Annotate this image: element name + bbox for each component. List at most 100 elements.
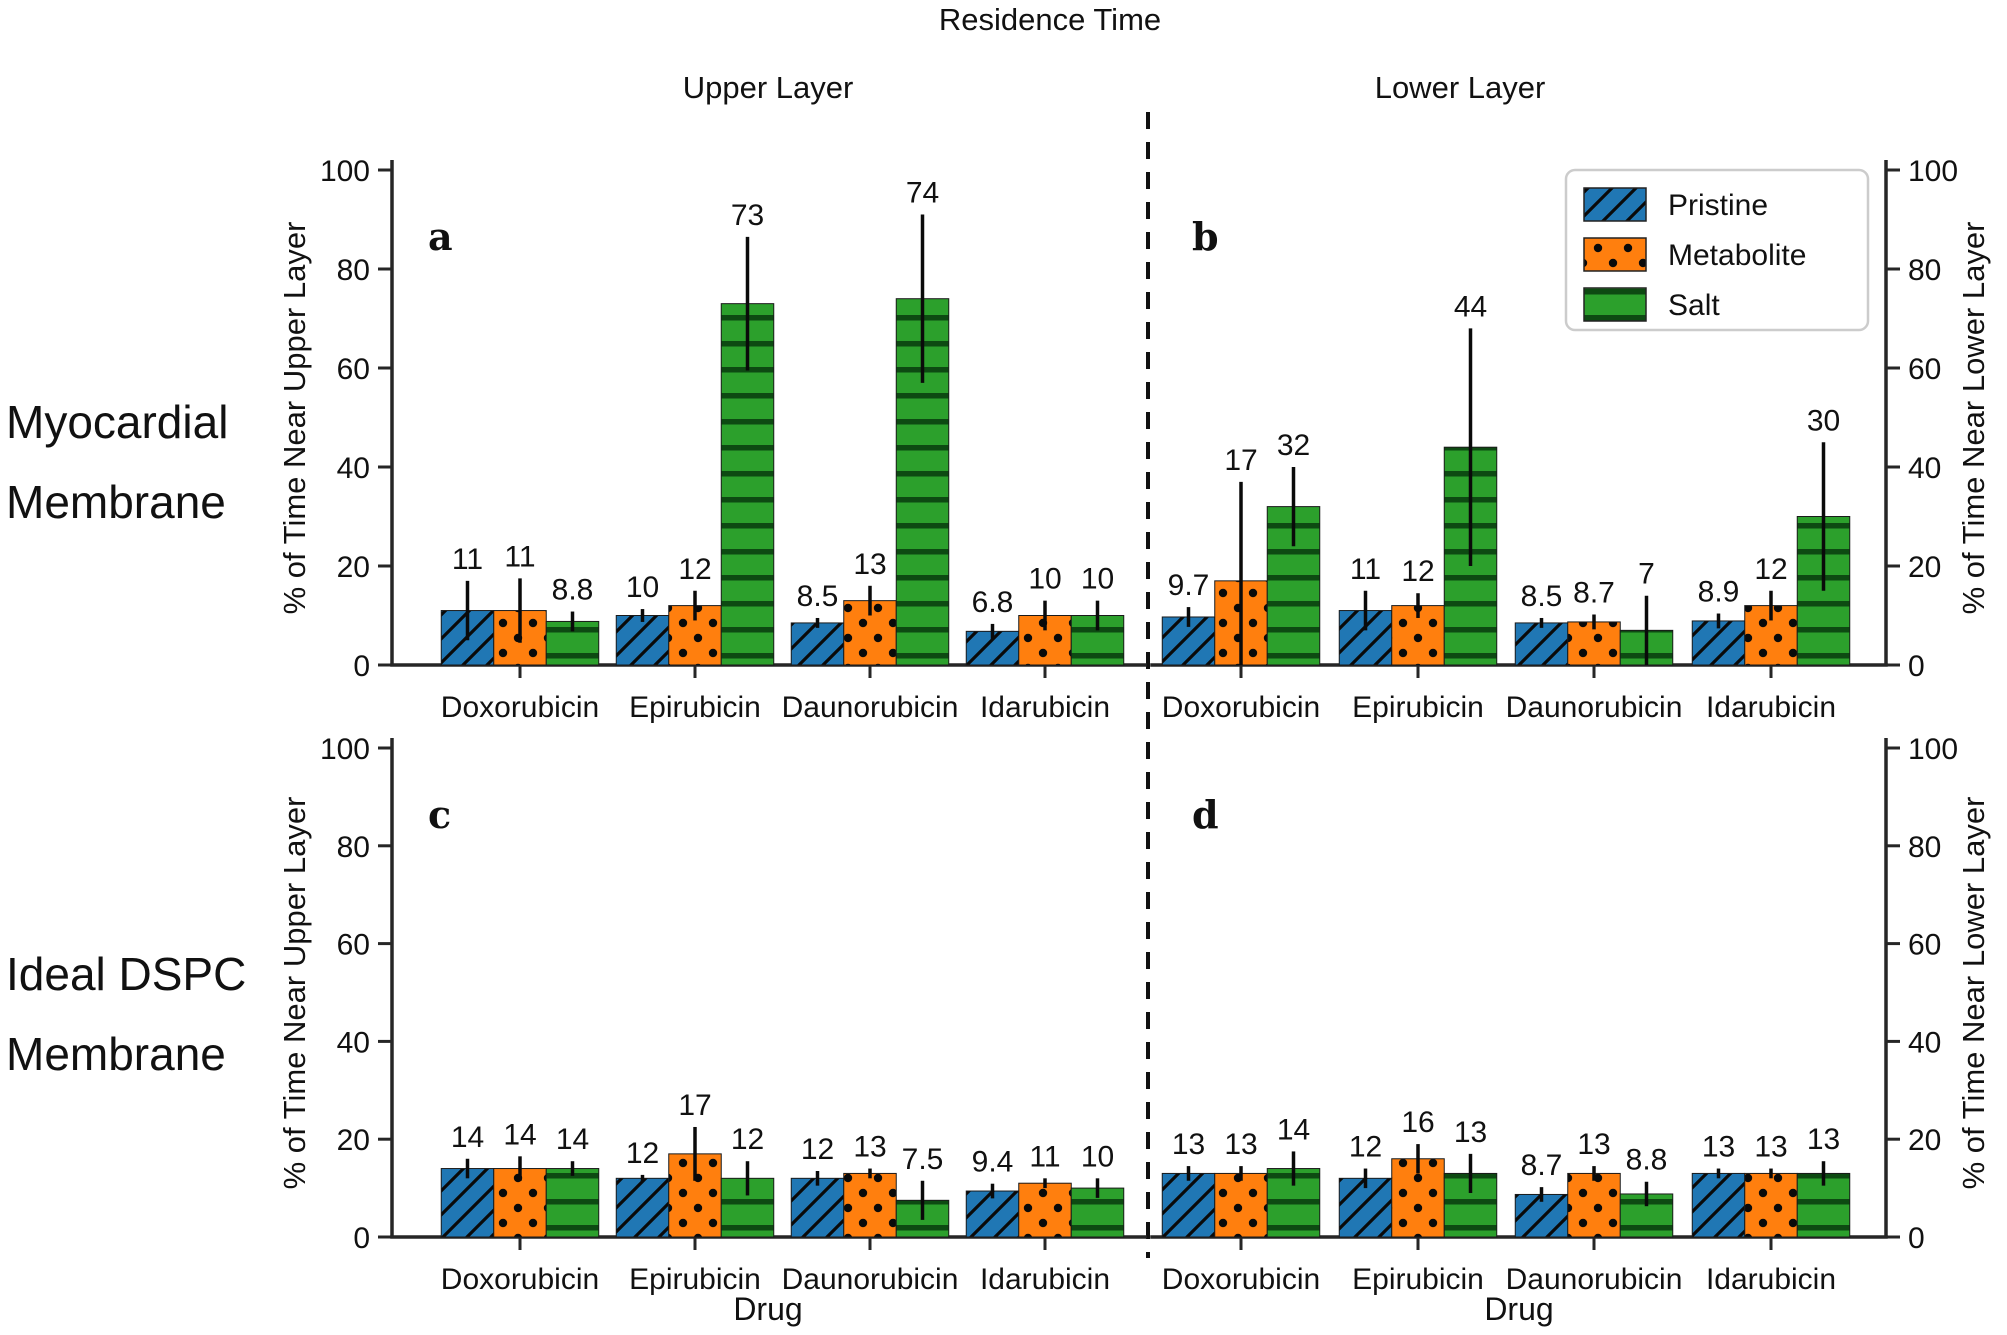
bar-value-label: 10	[626, 571, 659, 604]
y-tick-label: 80	[1908, 254, 1941, 287]
y-tick-label: 100	[1908, 155, 1958, 188]
y-tick-label: 60	[337, 929, 370, 962]
bar-value-label: 11	[504, 540, 535, 573]
bar-value-label: 14	[1277, 1113, 1310, 1146]
bar-value-label: 14	[503, 1118, 536, 1151]
ylabel-panel-d: % of Time Near Lower Layer	[1956, 797, 1991, 1190]
row-label-dspc-line2: Membrane	[6, 1028, 226, 1080]
bar-value-label: 13	[1172, 1128, 1205, 1161]
y-tick-label: 100	[320, 155, 370, 188]
y-tick-label: 60	[1908, 353, 1941, 386]
bar-pristine	[615, 1177, 670, 1238]
bar-value-label: 12	[801, 1133, 834, 1166]
bar-value-label: 13	[1577, 1128, 1610, 1161]
x-category-label: Epirubicin	[1352, 1263, 1484, 1296]
y-tick-label: 0	[1908, 1222, 1925, 1255]
y-tick-label: 80	[337, 254, 370, 287]
y-tick-label: 0	[353, 650, 370, 683]
x-category-label: Epirubicin	[629, 1263, 761, 1296]
x-category-label: Idarubicin	[1706, 1263, 1836, 1296]
x-category-label: Doxorubicin	[1162, 691, 1320, 724]
bar-metabolite	[1567, 1172, 1621, 1238]
column-header-lower: Lower Layer	[1375, 70, 1546, 105]
y-tick-label: 80	[337, 831, 370, 864]
ylabel-panel-a: % of Time Near Upper Layer	[277, 222, 312, 615]
y-tick-label: 60	[1908, 929, 1941, 962]
bar-pristine	[1691, 1172, 1746, 1238]
bar-metabolite	[1018, 1182, 1072, 1238]
bar-metabolite	[843, 1172, 897, 1238]
y-tick-label: 40	[337, 1026, 370, 1059]
bar-value-label: 13	[853, 1131, 886, 1164]
x-category-label: Daunorubicin	[1506, 1263, 1683, 1296]
y-tick-label: 20	[1908, 551, 1941, 584]
bar-value-label: 13	[1702, 1131, 1735, 1164]
xlabel-right: Drug	[1484, 1291, 1553, 1327]
bar-value-label: 17	[1224, 444, 1257, 477]
x-category-label: Daunorubicin	[782, 691, 959, 724]
bar-pristine	[1514, 622, 1569, 666]
bar-metabolite	[843, 600, 897, 666]
bar-pristine	[615, 615, 670, 666]
bar-value-label: 13	[1754, 1131, 1787, 1164]
x-category-label: Doxorubicin	[441, 1263, 599, 1296]
bar-value-label: 11	[1350, 553, 1381, 586]
bar-value-label: 7.5	[902, 1143, 944, 1176]
x-category-label: Idarubicin	[1706, 691, 1836, 724]
y-tick-label: 80	[1908, 831, 1941, 864]
bar-pristine	[790, 1177, 845, 1238]
bar-value-label: 8.8	[1626, 1144, 1668, 1177]
panel-letter-c: c	[428, 792, 451, 837]
bar-value-label: 12	[1401, 555, 1434, 588]
x-category-label: Daunorubicin	[782, 1263, 959, 1296]
x-category-label: Idarubicin	[980, 691, 1110, 724]
x-category-label: Doxorubicin	[441, 691, 599, 724]
y-tick-label: 0	[1908, 650, 1925, 683]
y-tick-label: 40	[1908, 1026, 1941, 1059]
y-tick-label: 40	[337, 452, 370, 485]
y-tick-label: 100	[320, 733, 370, 766]
bar-value-label: 10	[1081, 563, 1114, 596]
bar-value-label: 12	[1754, 553, 1787, 586]
legend-label-salt: Salt	[1668, 289, 1720, 322]
bar-value-label: 8.5	[797, 580, 839, 613]
bar-metabolite	[1214, 1172, 1268, 1238]
xlabel-left: Drug	[733, 1291, 802, 1327]
legend-label-metabolite: Metabolite	[1668, 239, 1806, 272]
x-category-label: Epirubicin	[1352, 691, 1484, 724]
bar-value-label: 10	[1081, 1140, 1114, 1173]
y-tick-label: 20	[1908, 1124, 1941, 1157]
bar-value-label: 10	[1028, 563, 1061, 596]
bar-value-label: 32	[1277, 429, 1310, 462]
bar-value-label: 13	[1224, 1128, 1257, 1161]
bar-value-label: 8.8	[552, 574, 594, 607]
bar-salt	[545, 1168, 600, 1238]
legend: Pristine Metabolite Salt	[1564, 168, 1870, 332]
figure-title: Residence Time	[939, 2, 1161, 37]
bar-salt	[545, 620, 600, 666]
x-category-label: Daunorubicin	[1506, 691, 1683, 724]
bar-value-label: 13	[1454, 1116, 1487, 1149]
ylabel-panel-c: % of Time Near Upper Layer	[277, 797, 312, 1190]
bar-value-label: 73	[731, 199, 764, 232]
legend-label-pristine: Pristine	[1668, 189, 1768, 222]
bar-value-label: 14	[451, 1121, 484, 1154]
bar-value-label: 8.5	[1521, 580, 1563, 613]
bar-value-label: 8.9	[1698, 576, 1740, 609]
bar-value-label: 11	[452, 543, 483, 576]
bar-value-label: 14	[556, 1123, 589, 1156]
bar-value-label: 17	[678, 1089, 711, 1122]
bar-metabolite	[1744, 1172, 1798, 1238]
y-tick-label: 40	[1908, 452, 1941, 485]
legend-swatch-salt	[1583, 287, 1647, 322]
panel-letter-d: d	[1192, 792, 1219, 837]
row-label-myocardial-line2: Membrane	[6, 476, 226, 528]
bar-value-label: 30	[1807, 404, 1840, 437]
ylabel-panel-b: % of Time Near Lower Layer	[1956, 222, 1991, 615]
bar-value-label: 9.7	[1168, 569, 1210, 602]
panel-letter-a: a	[428, 214, 453, 259]
bar-value-label: 12	[731, 1123, 764, 1156]
bar-value-label: 12	[1349, 1131, 1382, 1164]
